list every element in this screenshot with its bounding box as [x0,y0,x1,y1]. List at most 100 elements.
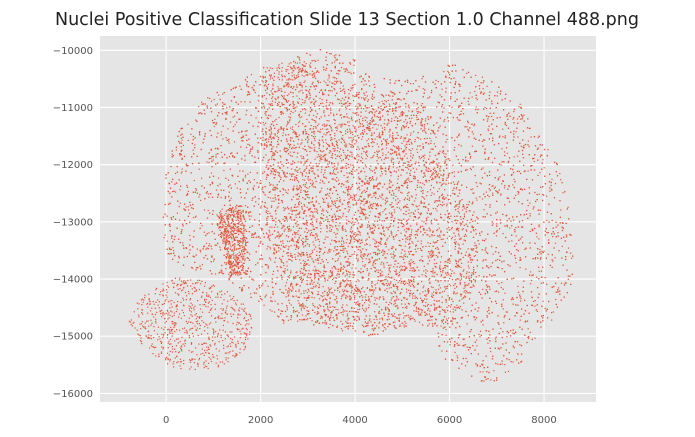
data-point [306,52,308,54]
data-point [218,350,220,352]
data-point [215,321,217,323]
data-point [179,329,181,331]
data-point [205,342,207,345]
data-point [196,327,198,329]
data-point [200,353,202,355]
data-point [399,91,401,94]
data-point [556,163,558,166]
data-point [328,166,330,168]
data-point [465,284,467,286]
data-point [479,182,481,184]
data-point [501,183,503,185]
data-point [485,289,487,291]
data-point [328,152,330,154]
data-point [307,288,309,290]
data-point [448,218,451,220]
data-point [472,188,474,190]
data-point [174,331,176,333]
data-point [148,293,150,295]
data-point [410,83,412,85]
data-point [335,54,337,56]
data-point [222,329,224,331]
data-point [208,356,210,358]
data-point [262,81,264,83]
data-point [278,88,280,90]
data-point [460,258,462,261]
data-point [363,129,366,131]
data-point [215,189,218,191]
data-point [148,299,150,301]
data-point [427,292,429,294]
data-point [537,136,539,139]
data-point [184,339,186,341]
data-point [475,247,477,249]
data-point [522,153,524,155]
data-point [161,303,163,306]
data-point [393,138,395,140]
data-point [191,288,193,290]
data-point [372,227,374,229]
data-point [178,351,180,353]
data-point [369,333,372,336]
data-point [303,190,305,192]
data-point [211,248,213,250]
data-point [235,304,237,306]
data-point [160,342,162,344]
data-point [301,272,303,274]
data-point [431,323,434,325]
data-point [297,320,299,322]
data-point [341,330,344,332]
plot-area [100,36,596,402]
data-point [560,209,562,211]
data-point [502,136,504,138]
data-point [506,224,508,226]
data-point [567,275,569,277]
data-point [547,232,549,234]
data-point [237,342,239,344]
data-point [303,264,305,266]
data-point [231,264,233,266]
data-point [177,342,179,344]
data-point [538,226,540,228]
data-point [270,165,272,167]
data-point [134,327,136,329]
data-point [173,301,175,304]
data-point [439,94,441,96]
data-point [491,245,493,248]
data-point [155,322,157,324]
data-point [288,287,290,289]
data-point [215,348,217,350]
data-point [272,173,274,175]
data-point [167,310,169,312]
data-point [170,343,172,345]
data-point [155,346,157,348]
data-point [217,316,219,318]
data-point [162,312,164,315]
data-point [183,247,185,249]
data-point [146,303,148,305]
data-point [391,110,394,112]
data-point [225,357,227,359]
data-point [188,308,191,310]
data-point [310,162,312,164]
data-point [175,149,177,151]
data-point [542,193,544,196]
data-point [467,128,469,130]
data-point [403,326,405,328]
data-point [190,311,192,313]
data-point [432,162,434,164]
data-point [260,258,262,260]
data-point [483,108,485,110]
data-point [463,239,465,241]
data-point [345,68,347,70]
data-point [445,141,447,143]
data-point [234,356,236,358]
data-point [334,205,336,207]
data-point [216,292,219,294]
data-point [144,296,146,299]
data-point [385,101,387,103]
data-point [318,275,320,277]
data-point [347,193,349,195]
data-point [208,323,210,325]
data-point [540,326,542,328]
